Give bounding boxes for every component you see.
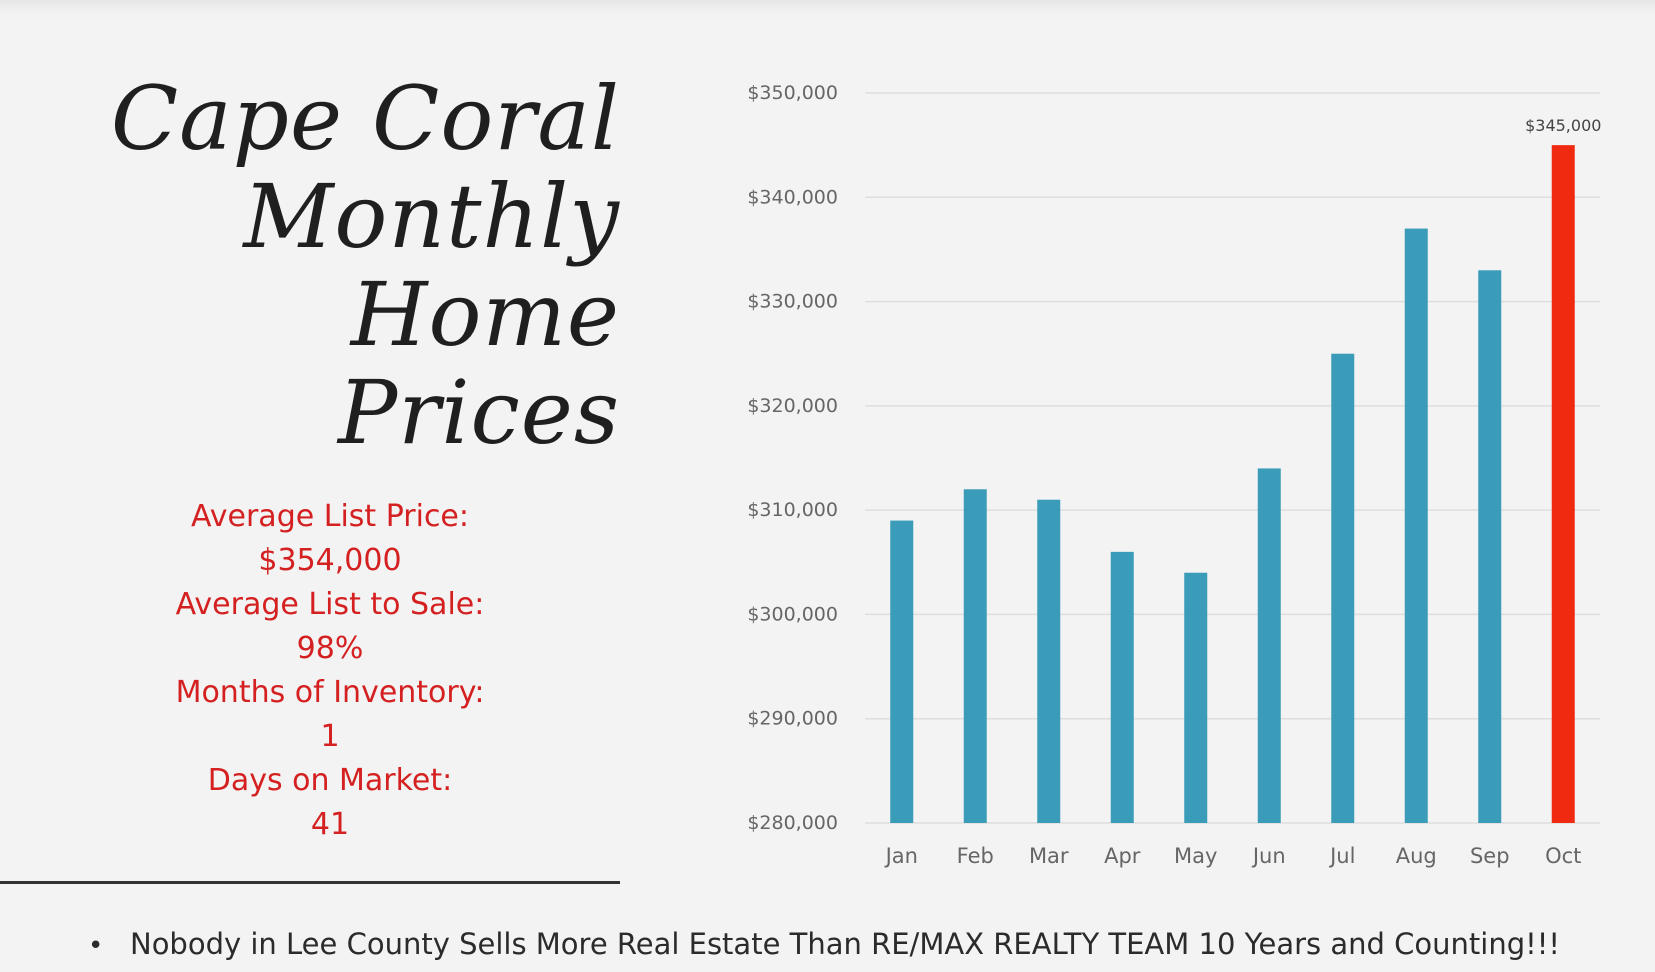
x-tick-label: Mar — [1029, 844, 1069, 868]
bar-may — [1184, 572, 1208, 823]
stat-value-list-to-sale: 98% — [296, 631, 364, 666]
stat-label-avg-list-price: Average List Price: — [191, 499, 469, 534]
bar-jun — [1257, 468, 1281, 823]
bar-oct — [1551, 145, 1575, 824]
stat-value-avg-list-price: $354,000 — [258, 543, 402, 578]
title-line-2: Monthly — [243, 165, 620, 268]
y-tick-label: $340,000 — [747, 186, 838, 208]
y-tick-label: $290,000 — [747, 708, 838, 730]
bar-sep — [1478, 270, 1502, 823]
x-tick-label: May — [1174, 844, 1217, 868]
bar-feb — [963, 489, 987, 823]
bar-mar — [1037, 499, 1061, 823]
top-shadow-bar — [0, 0, 1655, 14]
y-tick-label: $320,000 — [747, 395, 838, 417]
bar-aug — [1404, 228, 1428, 824]
stat-value-months-inventory: 1 — [320, 719, 340, 754]
section-divider — [0, 881, 620, 884]
footer-text: Nobody in Lee County Sells More Real Est… — [130, 927, 1560, 961]
y-tick-label: $300,000 — [747, 603, 838, 625]
stat-label-list-to-sale: Average List to Sale: — [175, 587, 485, 622]
bar-jul — [1331, 353, 1355, 823]
x-tick-label: Jun — [1251, 844, 1286, 868]
footer-note: • Nobody in Lee County Sells More Real Es… — [88, 922, 1560, 966]
title-line-3: Home Prices — [338, 263, 620, 464]
bar-apr — [1110, 551, 1134, 823]
bullet-icon: • — [88, 931, 104, 961]
y-tick-label: $280,000 — [747, 812, 838, 834]
monthly-price-bar-chart: $280,000 $290,000 $300,000 $310,000 $320,000… — [747, 82, 1601, 868]
data-label: $345,000 — [1525, 116, 1601, 135]
y-tick-label: $350,000 — [747, 82, 838, 104]
y-tick-label: $310,000 — [747, 499, 838, 521]
stat-label-months-inventory: Months of Inventory: — [175, 675, 485, 710]
title-line-1: Cape Coral — [110, 67, 620, 170]
x-tick-label: Feb — [957, 844, 994, 868]
page-title: Cape Coral Monthly Home Prices — [60, 70, 620, 462]
stat-label-days-on-market: Days on Market: — [207, 763, 453, 798]
market-stats: Average List Price: $354,000 Average Lis… — [130, 495, 530, 847]
x-tick-label: Sep — [1470, 844, 1510, 868]
y-tick-label: $330,000 — [747, 291, 838, 313]
x-tick-label: Jul — [1328, 844, 1355, 868]
x-tick-label: Aug — [1396, 844, 1437, 868]
x-tick-label: Apr — [1104, 844, 1141, 868]
bar-jan — [890, 520, 914, 823]
x-tick-label: Jan — [884, 844, 918, 868]
x-tick-label: Oct — [1545, 844, 1581, 868]
stat-value-days-on-market: 41 — [310, 807, 350, 842]
